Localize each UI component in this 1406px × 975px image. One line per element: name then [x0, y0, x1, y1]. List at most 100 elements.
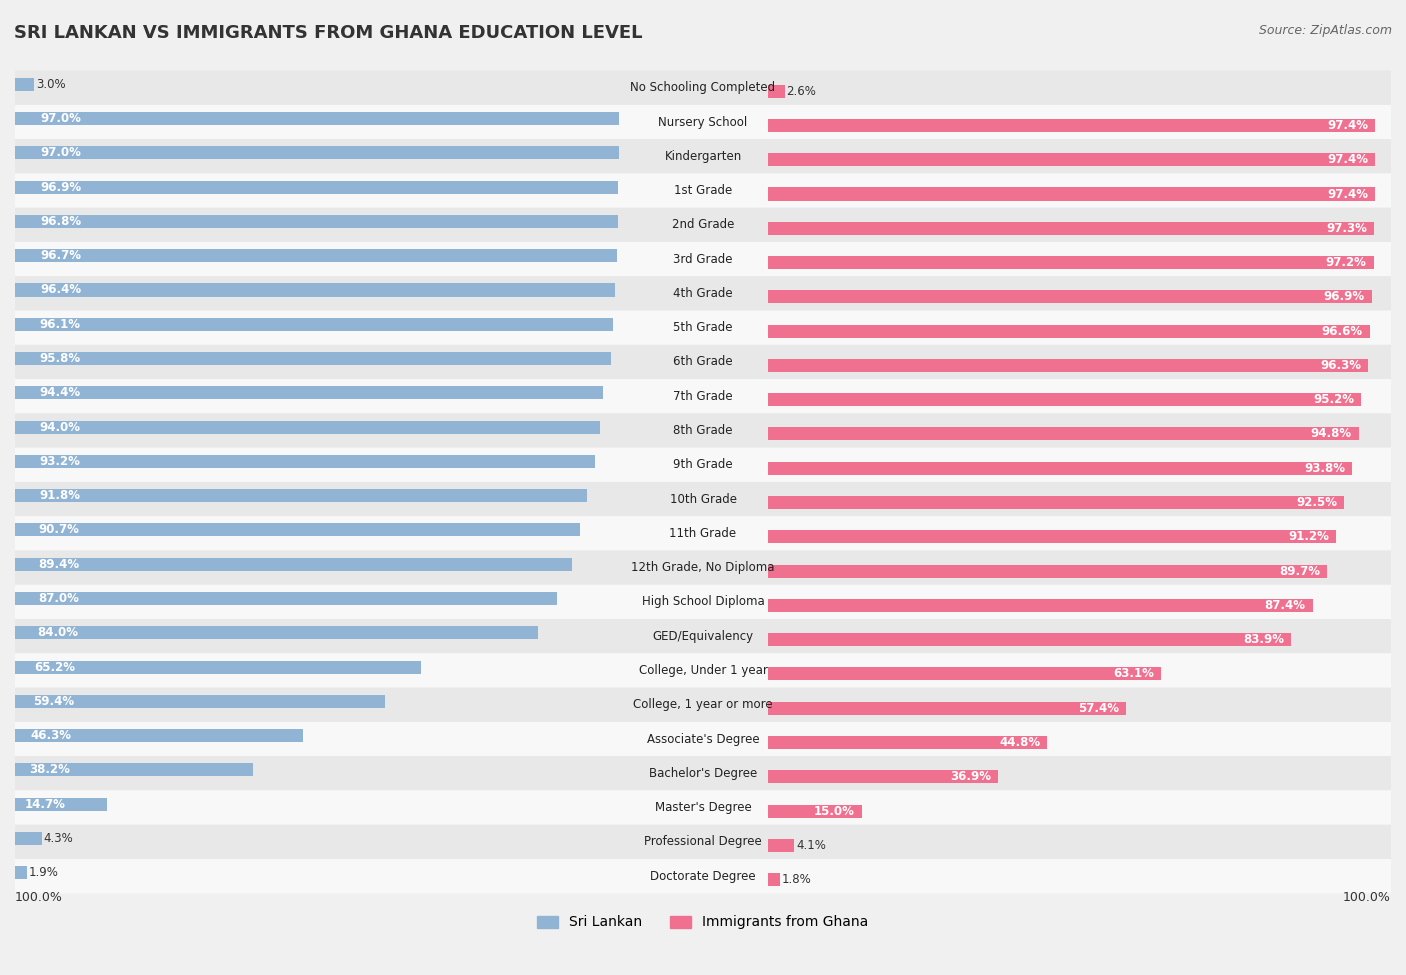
Text: 87.0%: 87.0%	[38, 592, 79, 605]
Bar	[768, 359, 1368, 371]
Text: 93.8%: 93.8%	[1305, 462, 1346, 475]
Text: College, Under 1 year: College, Under 1 year	[638, 664, 768, 677]
FancyBboxPatch shape	[15, 825, 1391, 859]
FancyBboxPatch shape	[15, 139, 1391, 174]
Text: 96.6%: 96.6%	[1322, 325, 1362, 337]
Text: Associate's Degree: Associate's Degree	[647, 732, 759, 746]
Text: GED/Equivalency: GED/Equivalency	[652, 630, 754, 643]
Bar	[768, 325, 1369, 337]
Bar	[768, 873, 779, 886]
Text: 14.7%: 14.7%	[25, 798, 66, 810]
Bar	[15, 798, 107, 810]
Text: 83.9%: 83.9%	[1243, 633, 1284, 646]
Text: 9th Grade: 9th Grade	[673, 458, 733, 471]
Text: 91.8%: 91.8%	[39, 489, 80, 502]
Bar	[768, 221, 1374, 235]
Bar	[15, 524, 579, 536]
Bar	[15, 78, 34, 91]
FancyBboxPatch shape	[15, 242, 1391, 276]
Text: 97.0%: 97.0%	[39, 112, 82, 125]
Bar	[15, 180, 619, 194]
Bar	[768, 838, 794, 852]
Bar	[15, 352, 612, 365]
FancyBboxPatch shape	[15, 722, 1391, 757]
Text: 1st Grade: 1st Grade	[673, 184, 733, 197]
Text: 94.0%: 94.0%	[39, 420, 80, 434]
Text: 2nd Grade: 2nd Grade	[672, 218, 734, 231]
FancyBboxPatch shape	[15, 516, 1391, 551]
Text: 4th Grade: 4th Grade	[673, 287, 733, 300]
Text: Master's Degree: Master's Degree	[655, 801, 751, 814]
Bar	[768, 427, 1358, 441]
Text: 96.7%: 96.7%	[39, 250, 82, 262]
Bar	[768, 530, 1336, 543]
Text: 97.3%: 97.3%	[1326, 221, 1367, 235]
Bar	[768, 291, 1372, 303]
FancyBboxPatch shape	[15, 276, 1391, 311]
Bar	[768, 119, 1375, 132]
Bar	[15, 626, 538, 640]
Text: 7th Grade: 7th Grade	[673, 390, 733, 403]
Bar	[15, 729, 304, 742]
Text: 94.8%: 94.8%	[1310, 427, 1351, 441]
Bar	[15, 592, 557, 605]
Bar	[15, 386, 603, 400]
Bar	[15, 318, 613, 331]
Text: 92.5%: 92.5%	[1296, 496, 1337, 509]
Bar	[768, 702, 1126, 715]
Text: 97.0%: 97.0%	[39, 146, 82, 159]
Text: No Schooling Completed: No Schooling Completed	[630, 81, 776, 95]
Bar	[15, 660, 420, 674]
Text: Kindergarten: Kindergarten	[665, 150, 741, 163]
FancyBboxPatch shape	[15, 619, 1391, 653]
Text: Bachelor's Degree: Bachelor's Degree	[650, 766, 756, 780]
Bar	[768, 153, 1375, 167]
Text: 6th Grade: 6th Grade	[673, 356, 733, 369]
FancyBboxPatch shape	[15, 585, 1391, 619]
FancyBboxPatch shape	[15, 345, 1391, 379]
Text: 97.4%: 97.4%	[1327, 119, 1368, 132]
FancyBboxPatch shape	[15, 70, 1391, 105]
Bar	[768, 599, 1313, 612]
Bar	[15, 832, 42, 845]
FancyBboxPatch shape	[15, 311, 1391, 345]
Text: College, 1 year or more: College, 1 year or more	[633, 698, 773, 712]
Text: 97.4%: 97.4%	[1327, 153, 1368, 166]
FancyBboxPatch shape	[15, 448, 1391, 482]
Text: 38.2%: 38.2%	[30, 763, 70, 776]
Bar	[15, 214, 617, 228]
Text: 10th Grade: 10th Grade	[669, 492, 737, 506]
Text: 65.2%: 65.2%	[34, 660, 75, 674]
Text: 95.8%: 95.8%	[39, 352, 82, 365]
Text: 96.3%: 96.3%	[1320, 359, 1361, 371]
Bar	[768, 187, 1375, 201]
Text: 89.7%: 89.7%	[1279, 565, 1320, 577]
Bar	[15, 455, 595, 468]
FancyBboxPatch shape	[15, 208, 1391, 242]
Bar	[768, 256, 1374, 269]
Bar	[768, 736, 1047, 749]
Bar	[15, 695, 385, 708]
Bar	[15, 763, 253, 776]
Text: 90.7%: 90.7%	[39, 524, 80, 536]
Text: 97.2%: 97.2%	[1326, 256, 1367, 269]
Bar	[768, 633, 1291, 646]
Text: 59.4%: 59.4%	[32, 695, 75, 708]
Text: 93.2%: 93.2%	[39, 455, 80, 468]
Bar	[15, 558, 572, 570]
Bar	[768, 462, 1353, 475]
FancyBboxPatch shape	[15, 105, 1391, 139]
Bar	[15, 250, 617, 262]
Text: 97.4%: 97.4%	[1327, 187, 1368, 201]
Text: 3rd Grade: 3rd Grade	[673, 253, 733, 265]
FancyBboxPatch shape	[15, 859, 1391, 893]
Bar	[15, 112, 619, 125]
Text: 96.1%: 96.1%	[39, 318, 80, 331]
Text: 63.1%: 63.1%	[1114, 668, 1154, 681]
FancyBboxPatch shape	[15, 174, 1391, 208]
Bar	[15, 489, 586, 502]
Text: 8th Grade: 8th Grade	[673, 424, 733, 437]
Text: 5th Grade: 5th Grade	[673, 321, 733, 334]
Text: 94.4%: 94.4%	[39, 386, 80, 400]
Bar	[768, 565, 1327, 577]
